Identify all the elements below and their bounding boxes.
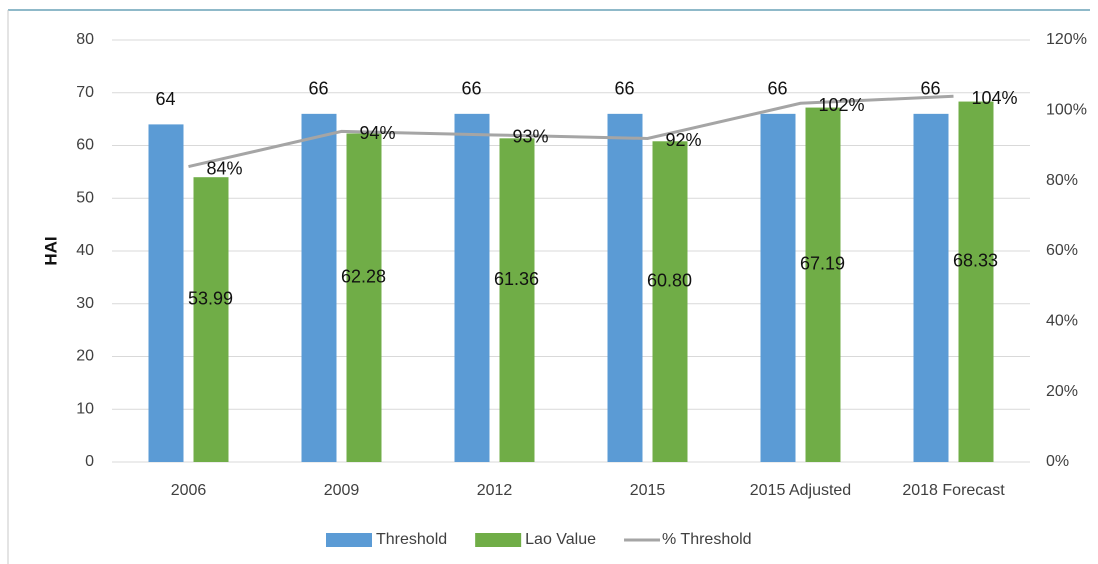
bar — [193, 177, 229, 462]
y2-tick-label: 60% — [1046, 242, 1078, 259]
bar — [760, 113, 796, 462]
y2-tick-label: 0% — [1046, 453, 1069, 470]
y-tick-label: 30 — [76, 295, 94, 312]
data-label: 66 — [308, 79, 328, 99]
y-tick-label: 40 — [76, 242, 94, 259]
legend-label: Threshold — [376, 531, 447, 548]
y-tick-label: 20 — [76, 348, 94, 365]
x-tick-label: 2015 — [630, 482, 666, 499]
data-label: 61.36 — [494, 269, 539, 289]
line — [188, 94, 954, 169]
data-label: 60.80 — [647, 270, 692, 290]
legend-swatch — [326, 533, 372, 547]
data-label: 93% — [513, 127, 549, 147]
legend-label: % Threshold — [662, 531, 752, 548]
y2-tick-label: 40% — [1046, 313, 1078, 330]
bar — [913, 113, 949, 462]
y-tick-label: 80 — [76, 31, 94, 48]
legend-label: Lao Value — [525, 531, 596, 548]
x-tick-label: 2009 — [324, 482, 360, 499]
data-label: 62.28 — [341, 266, 386, 286]
data-label: 53.99 — [188, 288, 233, 308]
y-tick-label: 50 — [76, 189, 94, 206]
data-label: 94% — [360, 123, 396, 143]
bar — [652, 141, 688, 462]
data-label: 104% — [972, 88, 1018, 108]
legend-swatch — [475, 533, 522, 547]
data-label: 92% — [666, 130, 702, 150]
bar — [454, 113, 490, 462]
y-tick-label: 60 — [76, 137, 94, 154]
bar — [607, 113, 643, 462]
bar — [301, 113, 337, 462]
bar — [958, 101, 994, 462]
data-label: 67.19 — [800, 254, 845, 274]
x-tick-label: 2018 Forecast — [902, 482, 1005, 499]
data-label: 102% — [819, 95, 865, 115]
y-tick-label: 0 — [85, 453, 94, 470]
bar — [805, 107, 841, 462]
x-tick-label: 2012 — [477, 482, 513, 499]
y-tick-label: 70 — [76, 84, 94, 101]
bar — [499, 138, 535, 463]
x-tick-label: 2006 — [171, 482, 207, 499]
bar — [148, 124, 184, 463]
data-label: 66 — [920, 79, 940, 99]
y2-tick-label: 100% — [1046, 102, 1087, 119]
data-label: 68.33 — [953, 251, 998, 271]
data-label: 66 — [614, 79, 634, 99]
x-tick-label: 2015 Adjusted — [750, 482, 851, 499]
data-label: 64 — [155, 89, 175, 109]
y2-tick-label: 80% — [1046, 172, 1078, 189]
y2-tick-label: 20% — [1046, 383, 1078, 400]
y-axis-label: HAI — [41, 236, 60, 265]
data-label: 66 — [767, 79, 787, 99]
bar — [346, 133, 382, 462]
y-tick-label: 10 — [76, 400, 94, 417]
y2-tick-label: 120% — [1046, 31, 1087, 48]
data-label: 66 — [461, 79, 481, 99]
data-label: 84% — [207, 158, 243, 178]
